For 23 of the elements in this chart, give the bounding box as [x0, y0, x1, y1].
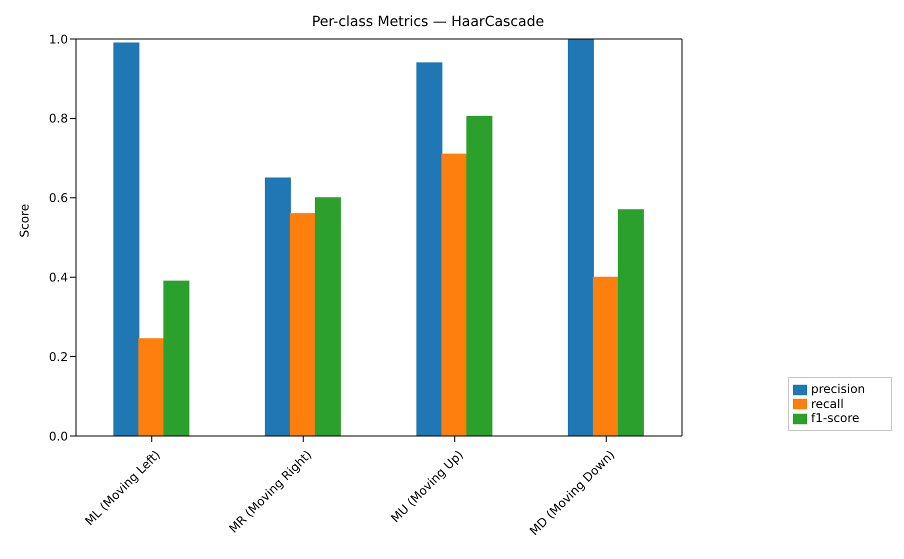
- legend-label: precision: [811, 382, 866, 396]
- chart-title: Per-class Metrics — HaarCascade: [310, 14, 546, 30]
- bar: [264, 177, 291, 436]
- y-tick-label: 1.0: [48, 32, 68, 46]
- bar: [314, 197, 341, 436]
- bar: [163, 280, 190, 436]
- bar: [466, 116, 492, 436]
- bar: [592, 276, 619, 436]
- bar: [568, 39, 594, 436]
- bar: [441, 154, 468, 436]
- bar: [290, 213, 316, 436]
- legend-label: recall: [811, 396, 844, 411]
- y-tick-label: 0.2: [48, 350, 68, 364]
- bar: [618, 209, 644, 436]
- bar: [113, 42, 140, 436]
- bar: [138, 338, 164, 436]
- bar: [416, 62, 442, 436]
- y-axis-title: Score: [17, 204, 32, 238]
- legend-label: f1-score: [811, 411, 860, 426]
- y-tick-label: 0.0: [48, 429, 68, 444]
- y-tick-label: 0.8: [48, 112, 68, 126]
- y-tick-label: 0.6: [48, 191, 68, 206]
- y-tick-label: 0.4: [48, 270, 68, 284]
